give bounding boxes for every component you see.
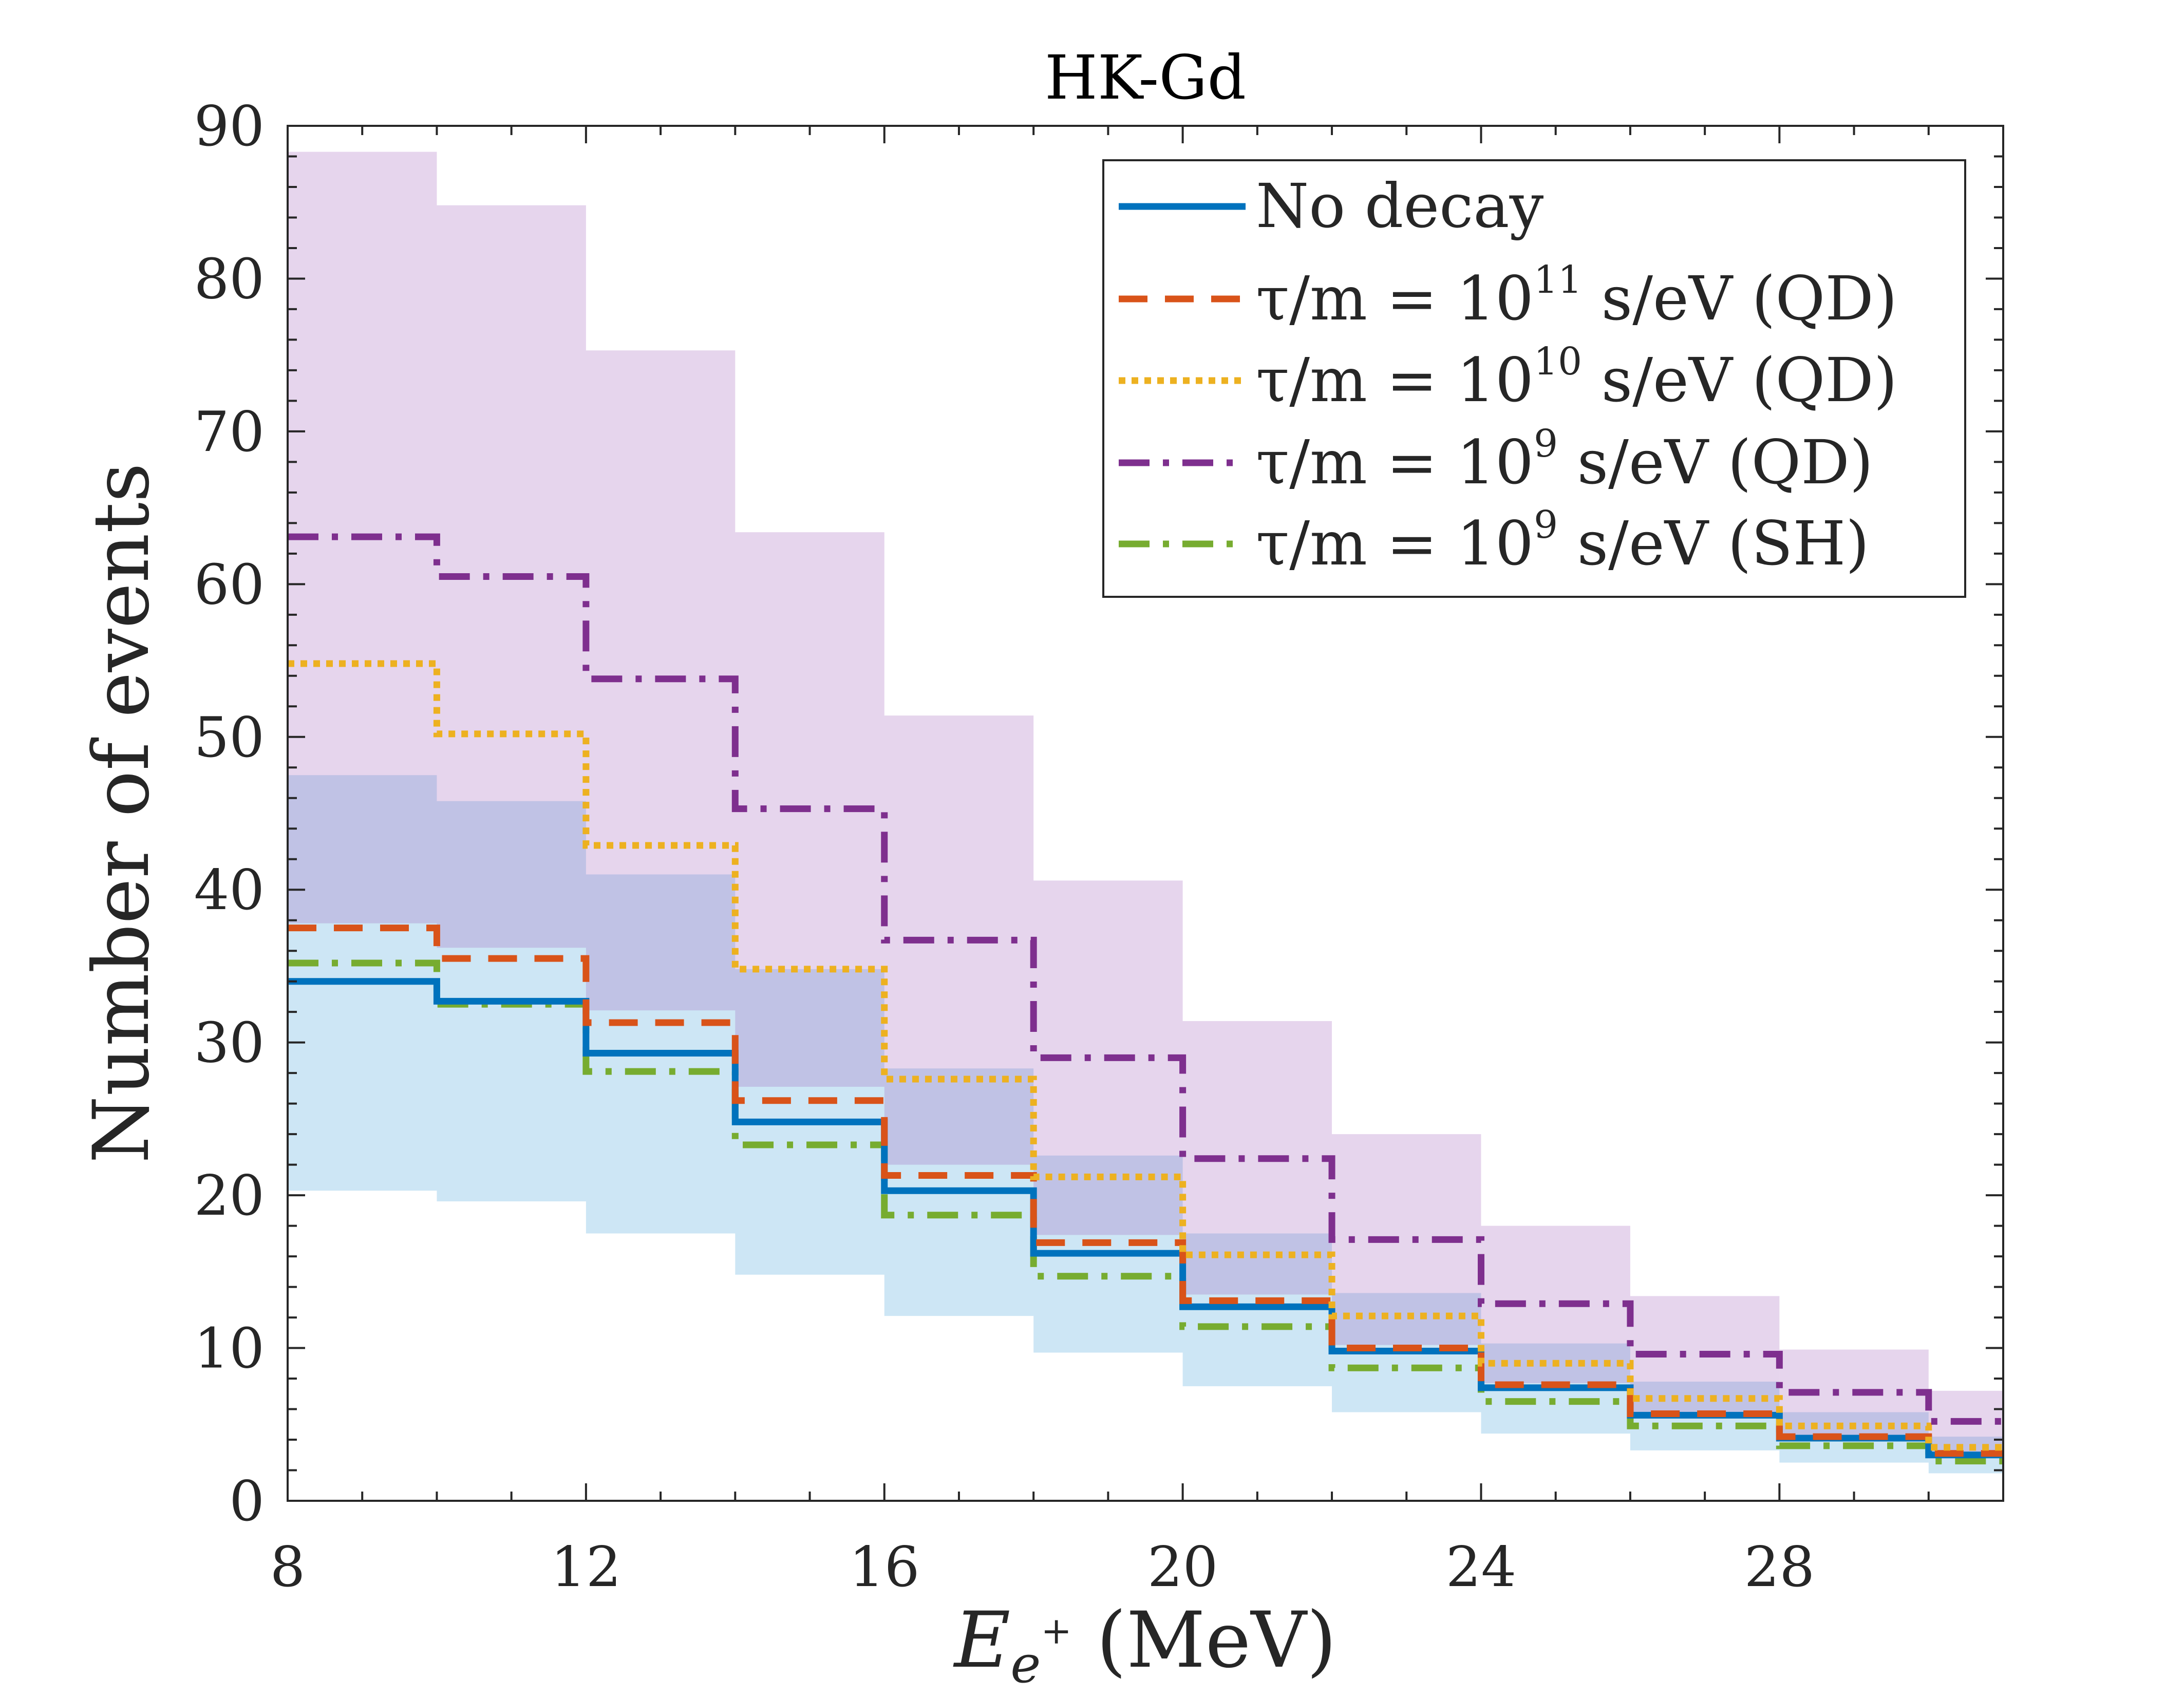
plot-frame [287, 125, 2004, 1502]
tick-labels: 8 12 16 20 24 28 0 10 20 30 40 50 60 70 80 90 [194, 95, 1815, 1599]
chart-title: HK-Gd [1045, 42, 1246, 113]
x-tick-label-28: 28 [1744, 1535, 1815, 1599]
y-axis-label: Number of events [77, 463, 166, 1163]
x-tick-label-24: 24 [1446, 1535, 1516, 1599]
legend-box [1102, 159, 1966, 598]
y-tick-label-0: 0 [229, 1469, 265, 1534]
y-tick-label-80: 80 [194, 247, 265, 311]
series-group [288, 533, 2003, 1465]
x-axis-label-main: E [953, 1596, 1011, 1685]
legend-label-4: τ/m = 109 s/eV (SH) [1256, 503, 1869, 579]
y-tick-label-30: 30 [194, 1011, 265, 1076]
x-axis-label: Ee+ (MeV) [953, 1596, 1336, 1694]
y-tick-label-10: 10 [194, 1317, 265, 1381]
series-line-1 [288, 925, 2003, 1457]
x-tick-label-20: 20 [1147, 1535, 1218, 1599]
y-tick-label-40: 40 [194, 858, 265, 922]
y-tick-label-60: 60 [194, 553, 265, 617]
y-tick-label-70: 70 [194, 400, 265, 464]
y-tick-label-50: 50 [194, 706, 265, 770]
x-tick-label-16: 16 [849, 1535, 919, 1599]
x-axis-label-unit: (MeV) [1072, 1596, 1336, 1685]
axis-ticks [287, 125, 2004, 1502]
legend: No decay τ/m = 1011 s/eV (QD)τ/m = 1010 s… [1102, 159, 1966, 598]
series-line-3 [288, 533, 2003, 1425]
x-axis-label-sup: + [1041, 1609, 1071, 1652]
legend-label-0: No decay [1256, 171, 1544, 241]
y-tick-label-90: 90 [194, 95, 265, 159]
legend-items: No decay τ/m = 1011 s/eV (QD)τ/m = 1010 s… [1119, 171, 1897, 579]
legend-label-1: τ/m = 1011 s/eV (QD) [1256, 258, 1897, 334]
legend-label-2: τ/m = 1010 s/eV (QD) [1256, 340, 1897, 416]
x-tick-label-12: 12 [551, 1535, 621, 1599]
x-axis-label-sub: e [1010, 1634, 1041, 1694]
legend-label-3: τ/m = 109 s/eV (QD) [1256, 422, 1873, 498]
y-tick-label-20: 20 [194, 1164, 265, 1228]
x-tick-label-8: 8 [270, 1535, 306, 1599]
